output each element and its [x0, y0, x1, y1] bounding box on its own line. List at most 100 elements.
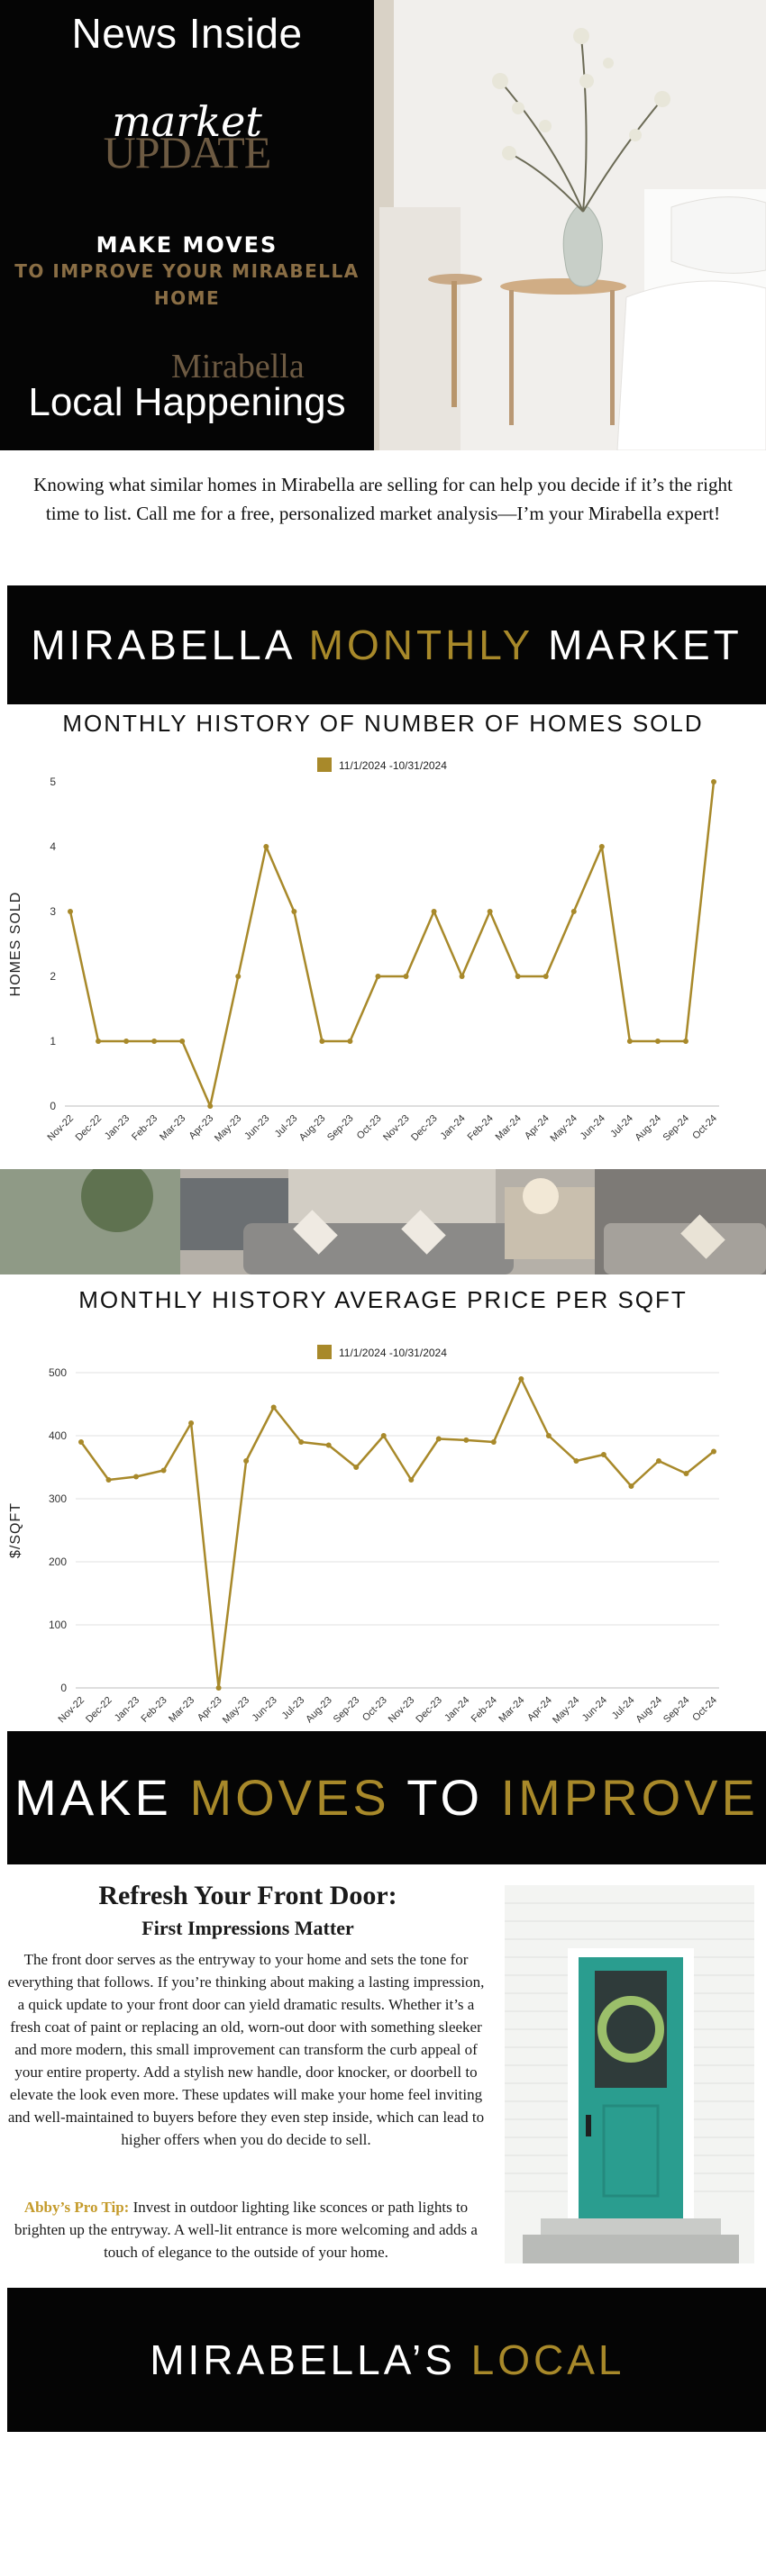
data-point [598, 844, 605, 849]
x-tick-label: Oct-23 [360, 1695, 389, 1724]
data-point [515, 974, 521, 979]
data-point [133, 1474, 140, 1480]
y-tick-label: 400 [49, 1429, 67, 1442]
market-word: market [112, 97, 262, 146]
data-point [490, 1439, 497, 1445]
data-point [380, 1433, 387, 1438]
update-word: UPDATE [103, 127, 272, 177]
banner-highlight: IMPROVE [500, 1769, 759, 1826]
data-point [543, 974, 549, 979]
x-tick-label: Feb-23 [140, 1695, 169, 1725]
x-tick-label: Dec-22 [74, 1113, 105, 1144]
make-moves-heading: MAKE MOVES [96, 232, 278, 258]
x-tick-label: Sep-24 [661, 1695, 692, 1726]
data-point [325, 1442, 332, 1448]
x-tick-label: May-23 [213, 1113, 243, 1144]
y-tick-label: 2 [50, 970, 56, 983]
x-tick-label: Aug-23 [304, 1695, 334, 1726]
data-point [435, 1436, 442, 1442]
make-moves-sub-line-1: TO IMPROVE YOUR MIRABELLA [14, 260, 360, 282]
pro-tip-label: Abby’s Pro Tip: [23, 2199, 130, 2216]
legend-label: 11/1/2024 -10/31/2024 [339, 1347, 447, 1359]
data-point [711, 779, 716, 785]
article-title: Refresh Your Front Door: [98, 1881, 397, 1910]
data-point [573, 1458, 579, 1464]
mirabella-label: Mirabella [171, 348, 305, 385]
article-subtitle: First Impressions Matter [141, 1917, 354, 1939]
monthly-market-banner: MIRABELLA MONTHLY MARKET [7, 585, 766, 704]
y-tick-label: 3 [50, 905, 56, 918]
x-tick-label: Dec-22 [84, 1695, 114, 1726]
x-tick-label: Sep-23 [325, 1113, 356, 1144]
bedroom-photo [374, 0, 766, 450]
chart-price-sqft: 11/1/2024 -10/31/2024 0 100 200 300 400 500 $/S… [8, 1345, 719, 1726]
pro-tip: Abby’s Pro Tip: Invest in outdoor lighti… [7, 2196, 485, 2263]
front-door-photo [505, 1885, 754, 2263]
make-moves-sub-line-2: HOME [153, 287, 221, 309]
series-line [79, 1377, 715, 1690]
data-point [179, 1039, 186, 1044]
banner-text-part: MAKE [14, 1769, 190, 1826]
data-point [353, 1465, 360, 1470]
x-tick-label: Nov-22 [46, 1113, 77, 1144]
x-tick-label: Dec-23 [409, 1113, 440, 1144]
data-point [319, 1039, 325, 1044]
banner-highlight: LOCAL [470, 2336, 624, 2383]
x-tick-label: Jul-23 [273, 1113, 300, 1140]
banner-highlight: MOVES [189, 1769, 390, 1826]
hero-section: News Inside market UPDATE MAKE MOVES TO … [0, 0, 766, 450]
data-point [626, 1039, 633, 1044]
x-tick-label: Jan-23 [103, 1113, 132, 1142]
data-point [683, 1471, 689, 1476]
x-tick-label: Mar-24 [494, 1113, 524, 1143]
x-tick-label: Mar-23 [158, 1113, 187, 1143]
y-axis-label: $/SQFT [8, 1502, 23, 1558]
x-tick-label: Oct-24 [690, 1113, 719, 1142]
front-door-illustration [505, 1885, 754, 2263]
legend-label: 11/1/2024 -10/31/2024 [339, 759, 447, 772]
x-tick-label: Feb-24 [466, 1113, 496, 1143]
banner-highlight: MONTHLY [308, 621, 533, 668]
x-tick-label: May-24 [551, 1695, 581, 1726]
data-point [263, 844, 269, 849]
y-tick-label: 300 [49, 1492, 67, 1505]
y-tick-label: 100 [49, 1619, 67, 1631]
x-tick-label: Nov-23 [381, 1113, 412, 1144]
data-point [151, 1039, 158, 1044]
y-tick-label: 0 [50, 1100, 56, 1112]
data-point [655, 1458, 661, 1464]
x-tick-label: Aug-24 [633, 1113, 663, 1144]
data-point [298, 1439, 305, 1445]
data-point [123, 1039, 130, 1044]
intro-paragraph: Knowing what similar homes in Mirabella … [33, 474, 733, 524]
data-point [628, 1483, 634, 1489]
x-tick-label: May-24 [548, 1113, 579, 1144]
x-tick-label: Jul-24 [610, 1695, 637, 1722]
y-tick-label: 1 [50, 1035, 56, 1048]
series-line [68, 781, 716, 1108]
y-tick-label: 4 [50, 840, 56, 853]
data-point [570, 909, 577, 914]
y-tick-label: 5 [50, 776, 56, 788]
banner-text-part: MIRABELLA’S [150, 2336, 471, 2383]
data-point [487, 909, 493, 914]
data-point [291, 909, 297, 914]
newsletter-title: News Inside [71, 10, 303, 57]
y-tick-label: 200 [49, 1556, 67, 1568]
hero-title-panel: News Inside market UPDATE MAKE MOVES TO … [0, 0, 374, 450]
banner-text-part: TO [389, 1769, 501, 1826]
legend-swatch [317, 757, 332, 772]
x-tick-label: Apr-24 [525, 1695, 554, 1724]
chart-homes-sold: 11/1/2024 -10/31/2024 0 1 2 3 4 5 HOMES SOLD Nov… [8, 757, 719, 1144]
pro-tip-text: Invest in outdoor lighting like sconces … [14, 2199, 478, 2261]
data-point [188, 1420, 195, 1426]
x-tick-label: Jan-24 [438, 1113, 467, 1142]
x-tick-label: Jan-24 [442, 1695, 471, 1724]
article-body: The front door serves as the entryway to… [7, 1951, 485, 2148]
chart-homes-sold-title: MONTHLY HISTORY OF NUMBER OF HOMES SOLD [62, 710, 704, 737]
local-happenings-heading: MIRABELLA’S LOCAL HAPPENINGS [7, 2288, 766, 2576]
data-point [682, 1039, 688, 1044]
x-tick-label: Oct-24 [690, 1695, 719, 1724]
legend-swatch [317, 1345, 332, 1359]
bedroom-illustration [374, 0, 766, 450]
